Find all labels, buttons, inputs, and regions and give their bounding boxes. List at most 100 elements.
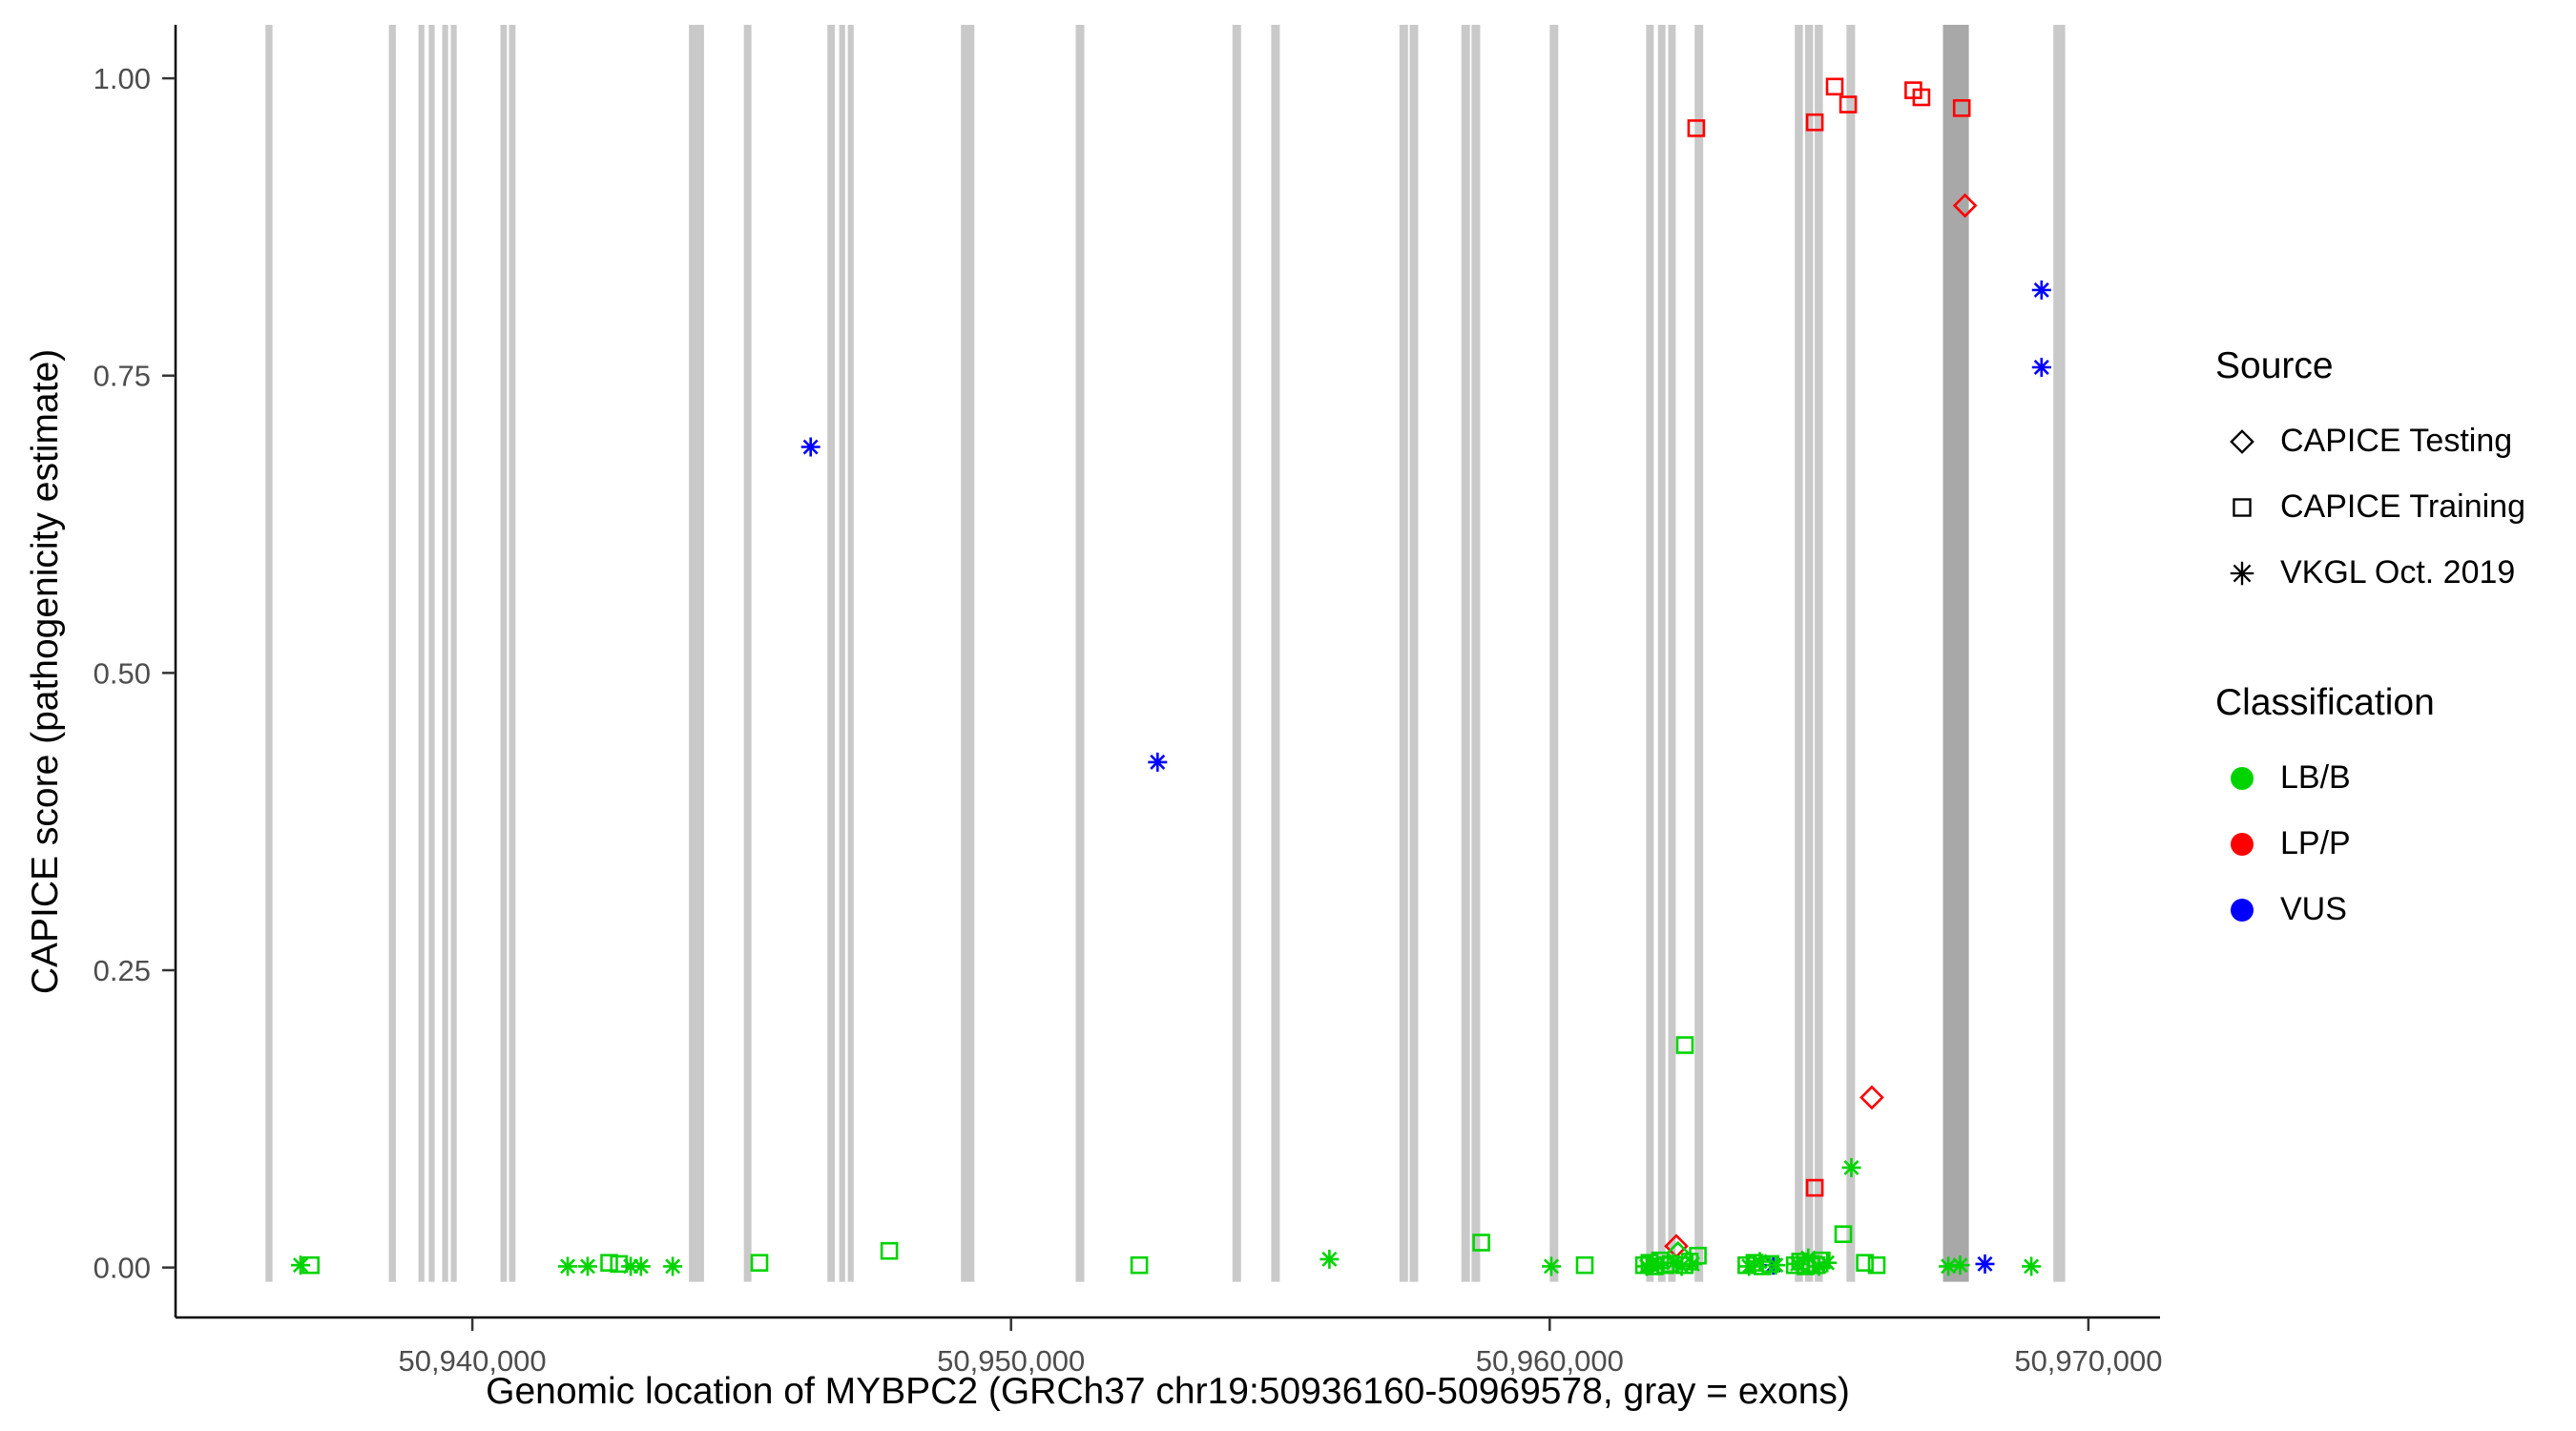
data-point-asterisk	[1950, 1255, 1970, 1275]
data-point-square	[600, 1254, 618, 1272]
exon-bar	[2053, 25, 2066, 1282]
data-point-asterisk	[1148, 752, 1168, 772]
data-point-square	[1825, 77, 1844, 96]
lpp-color-dot-icon	[2231, 832, 2254, 856]
data-point-asterisk	[577, 1256, 597, 1276]
data-point-square	[1912, 88, 1931, 107]
data-point-square	[1575, 1255, 1594, 1275]
y-tick-label: 0.00	[93, 1252, 151, 1285]
exon-bar	[442, 25, 448, 1282]
y-tick-label: 0.50	[93, 656, 151, 690]
exon-bar	[450, 25, 457, 1282]
x-axis-title: Genomic location of MYBPC2 (GRCh37 chr19…	[486, 1371, 1850, 1412]
data-point-square	[1805, 1178, 1824, 1197]
legend-source-title: Source	[2215, 345, 2334, 386]
data-point-asterisk	[1975, 1254, 1995, 1274]
exon-bar	[1942, 25, 1969, 1282]
data-point-square	[880, 1241, 899, 1260]
data-point-square	[1689, 1246, 1707, 1265]
exon-bar	[500, 25, 508, 1282]
data-point-asterisk	[2022, 1256, 2042, 1276]
data-point-square	[1834, 1225, 1853, 1243]
data-point-square	[1805, 113, 1824, 132]
data-point-diamond	[1952, 193, 1978, 218]
exon-bar	[1668, 25, 1676, 1282]
legend-label-lpp: LP/P	[2280, 825, 2351, 861]
square-icon	[2233, 497, 2252, 517]
exon-bar	[388, 25, 396, 1282]
exon-bar	[1409, 25, 1419, 1282]
legend-item-vus: VUS	[2215, 877, 2570, 943]
exon-bar	[1804, 25, 1814, 1282]
exon-bar	[1657, 25, 1666, 1282]
data-point-square	[1675, 1036, 1694, 1054]
exon-bar	[1399, 25, 1408, 1282]
data-point-square	[1130, 1255, 1149, 1275]
legend-label-capice-testing: CAPICE Testing	[2280, 423, 2513, 459]
exon-bar	[1271, 25, 1280, 1282]
x-tick-label: 50,940,000	[399, 1344, 547, 1378]
data-point-asterisk	[631, 1256, 651, 1276]
data-point-asterisk	[2031, 280, 2051, 300]
data-point-square	[750, 1254, 769, 1272]
legend-item-vkgl: VKGL Oct. 2019	[2215, 540, 2570, 606]
exon-bar	[1232, 25, 1241, 1282]
exon-bar	[509, 25, 516, 1282]
legend-label-capice-training: CAPICE Training	[2280, 488, 2525, 525]
exon-bar	[847, 25, 854, 1282]
data-point-square	[1651, 1251, 1670, 1270]
x-tick-label: 50,950,000	[937, 1344, 1085, 1378]
data-point-asterisk	[1818, 1253, 1838, 1273]
exon-bar	[827, 25, 836, 1282]
data-point-square	[1867, 1255, 1886, 1275]
data-point-square	[301, 1255, 321, 1275]
exon-bar	[743, 25, 752, 1282]
data-point-square	[1839, 95, 1858, 114]
data-point-square	[610, 1255, 629, 1274]
legend-classification-title: Classification	[2215, 682, 2435, 723]
exon-bar	[1846, 25, 1856, 1282]
exon-bar	[265, 25, 273, 1282]
exon-bar	[839, 25, 845, 1282]
legend-item-capice-training: CAPICE Training	[2215, 474, 2570, 540]
exon-bar	[1815, 25, 1823, 1282]
y-tick-label: 1.00	[93, 62, 151, 95]
exon-bar	[689, 25, 704, 1282]
data-point-square	[1856, 1254, 1874, 1272]
legend-label-vus: VUS	[2280, 891, 2347, 927]
y-tick-label: 0.75	[93, 360, 151, 393]
data-point-square	[1687, 119, 1706, 137]
exon-bar	[1694, 25, 1704, 1282]
data-point-asterisk	[1319, 1249, 1340, 1269]
asterisk-icon	[2230, 561, 2254, 585]
exon-bar	[418, 25, 425, 1282]
data-point-asterisk	[1750, 1252, 1770, 1272]
exon-bar	[1075, 25, 1085, 1282]
data-point-square	[1952, 99, 1971, 117]
legend-item-capice-testing: CAPICE Testing	[2215, 408, 2570, 474]
legend-item-lbb: LB/B	[2215, 745, 2570, 811]
x-tick-label: 50,970,000	[2014, 1344, 2162, 1378]
exon-bar	[1549, 25, 1559, 1282]
data-point-asterisk	[2031, 358, 2051, 377]
y-tick-label: 0.25	[93, 954, 151, 987]
exon-bar	[1795, 25, 1803, 1282]
exon-bar	[961, 25, 975, 1282]
data-point-asterisk	[663, 1256, 683, 1276]
data-point-asterisk	[1542, 1256, 1561, 1276]
legend: Source CAPICE Testing CAPICE Training	[2215, 345, 2570, 943]
data-point-asterisk	[800, 437, 821, 457]
data-point-asterisk	[291, 1255, 310, 1275]
data-point-asterisk	[1766, 1255, 1786, 1275]
data-point-diamond	[1859, 1085, 1884, 1110]
legend-item-lpp: LP/P	[2215, 811, 2570, 877]
exon-bar	[1461, 25, 1470, 1282]
vus-color-dot-icon	[2231, 898, 2254, 922]
legend-label-lbb: LB/B	[2280, 759, 2351, 796]
diamond-icon	[2230, 428, 2254, 454]
y-axis-title: CAPICE score (pathogenicity estimate)	[25, 348, 66, 995]
lbb-color-dot-icon	[2231, 766, 2254, 790]
data-point-square	[1472, 1234, 1490, 1252]
